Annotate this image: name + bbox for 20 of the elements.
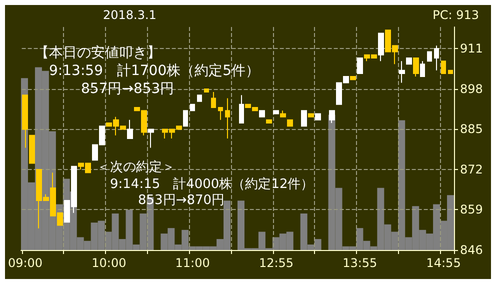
x-tick-label: 10:00 (92, 256, 126, 270)
x-tick-label: 11:00 (175, 256, 210, 270)
y-tick-label: 911 (460, 42, 483, 56)
y-tick-label: 898 (460, 82, 483, 96)
y-tick-label: 846 (460, 243, 483, 257)
annotation: 857円→853円 (81, 81, 174, 97)
annotation: 9:13:59 計1700株（約定5件） (49, 63, 260, 79)
x-tick-label: 09:00 (8, 256, 43, 270)
annotation: 【本日の安値叩き】 (35, 45, 161, 61)
annotation: 9:14:15 計4000株（約定12件） (110, 177, 314, 192)
annotation: ＜次の約定＞ (97, 160, 175, 175)
x-tick-label: 14:55 (426, 256, 461, 270)
chart-subtitle: 2018.3.1 (103, 8, 156, 22)
text: PC: 913 (432, 8, 480, 22)
x-tick-label: 13:55 (342, 256, 378, 270)
x-tick-label: 12:55 (258, 256, 294, 270)
y-tick-label: 859 (460, 202, 483, 217)
y-tick-label: 872 (460, 162, 483, 176)
annotation: 853円→870円 (138, 193, 225, 208)
y-tick-label: 885 (460, 122, 483, 136)
